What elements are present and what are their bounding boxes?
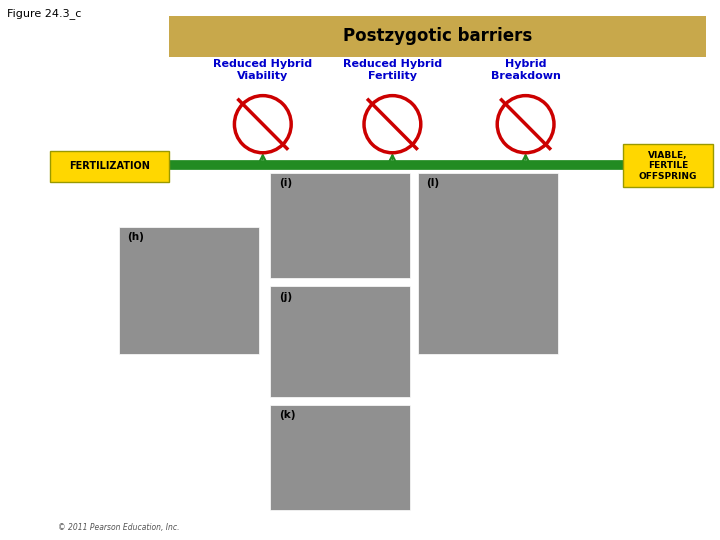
FancyBboxPatch shape bbox=[418, 173, 558, 354]
Text: Figure 24.3_c: Figure 24.3_c bbox=[7, 8, 81, 19]
Text: (h): (h) bbox=[127, 232, 144, 242]
Text: (l): (l) bbox=[426, 178, 439, 188]
FancyBboxPatch shape bbox=[270, 286, 410, 397]
Text: FERTILIZATION: FERTILIZATION bbox=[69, 161, 150, 171]
Text: Reduced Hybrid
Viability: Reduced Hybrid Viability bbox=[213, 59, 312, 81]
Text: VIABLE,
FERTILE
OFFSPRING: VIABLE, FERTILE OFFSPRING bbox=[639, 151, 697, 181]
Text: (i): (i) bbox=[279, 178, 292, 188]
FancyBboxPatch shape bbox=[270, 173, 410, 278]
Text: Hybrid
Breakdown: Hybrid Breakdown bbox=[490, 59, 561, 81]
FancyBboxPatch shape bbox=[623, 144, 713, 187]
Text: (j): (j) bbox=[279, 292, 292, 302]
Text: (k): (k) bbox=[279, 410, 295, 421]
Text: Postzygotic barriers: Postzygotic barriers bbox=[343, 28, 532, 45]
FancyBboxPatch shape bbox=[119, 227, 259, 354]
FancyBboxPatch shape bbox=[169, 16, 706, 57]
Text: © 2011 Pearson Education, Inc.: © 2011 Pearson Education, Inc. bbox=[58, 523, 179, 532]
FancyBboxPatch shape bbox=[50, 151, 169, 182]
Text: Reduced Hybrid
Fertility: Reduced Hybrid Fertility bbox=[343, 59, 442, 81]
FancyBboxPatch shape bbox=[270, 405, 410, 510]
